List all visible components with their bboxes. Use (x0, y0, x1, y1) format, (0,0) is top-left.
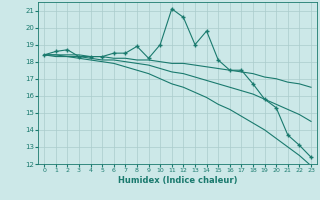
X-axis label: Humidex (Indice chaleur): Humidex (Indice chaleur) (118, 176, 237, 185)
